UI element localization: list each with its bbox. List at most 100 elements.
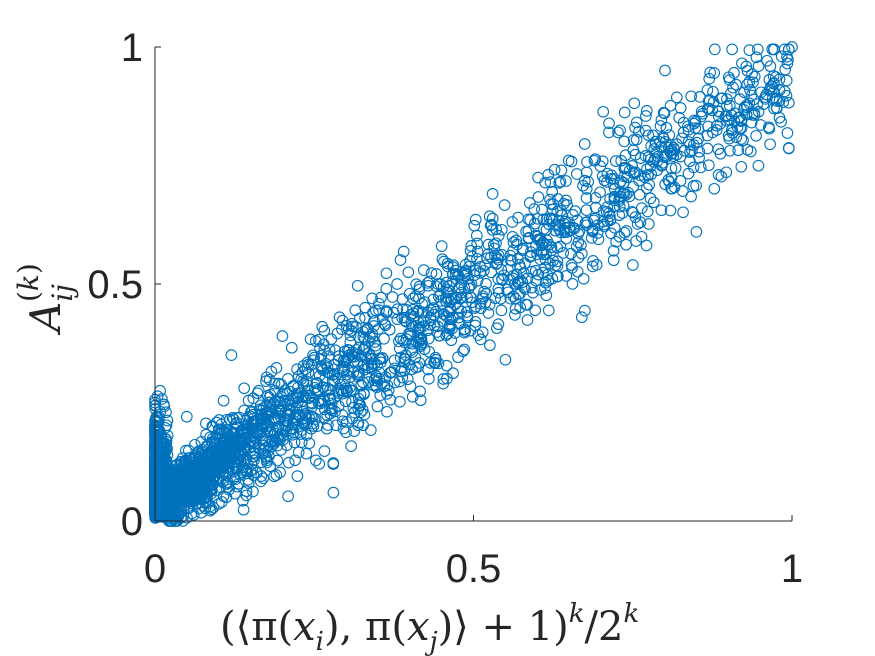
scatter-point: [780, 74, 793, 87]
scatter-point: [352, 419, 364, 432]
scatter-point: [664, 204, 677, 217]
scatter-point: [276, 330, 289, 342]
scatter-point: [468, 219, 481, 232]
scatter-point: [358, 408, 371, 421]
scatter-point: [207, 443, 219, 455]
scatter-point: [227, 413, 240, 426]
scatter-point: [603, 126, 615, 139]
scatter-point: [712, 169, 725, 181]
scatter-point: [380, 282, 393, 295]
scatter-point: [255, 470, 268, 482]
scatter-point: [273, 378, 285, 390]
scatter-point: [220, 413, 233, 426]
scatter-point: [394, 395, 406, 408]
scatter-point: [305, 358, 318, 371]
scatter-point: [665, 144, 678, 157]
scatter-point: [684, 138, 696, 151]
scatter-point: [414, 394, 427, 407]
scatter-point: [336, 323, 348, 336]
scatter-point: [604, 193, 616, 205]
scatter-point: [722, 71, 735, 84]
scatter-point: [458, 343, 471, 356]
scatter-point: [291, 363, 303, 376]
scatter-point: [351, 355, 364, 368]
scatter-point: [224, 413, 236, 426]
scatter-point: [642, 151, 655, 164]
scatter-point: [578, 304, 591, 317]
scatter-point: [397, 245, 410, 258]
scatter-point: [344, 329, 357, 342]
scatter-point: [519, 257, 531, 270]
scatter-point: [296, 366, 309, 378]
scatter-point: [715, 92, 727, 105]
scatter-point: [398, 353, 411, 365]
scatter-point: [766, 84, 778, 96]
scatter-point: [317, 338, 330, 351]
scatter-point: [295, 424, 308, 436]
scatter-point: [589, 192, 602, 204]
scatter-point: [238, 382, 251, 395]
scatter-point: [313, 458, 326, 470]
scatter-point: [193, 451, 206, 464]
scatter-point: [270, 362, 283, 374]
scatter-point: [161, 414, 174, 427]
scatter-point: [532, 191, 545, 203]
scatter-point: [586, 223, 599, 236]
scatter-point: [151, 474, 164, 486]
scatter-point: [185, 480, 198, 493]
scatter-point: [781, 127, 794, 139]
scatter-point: [577, 272, 590, 285]
scatter-point: [299, 407, 312, 420]
scatter-point: [618, 226, 631, 239]
scatter-point: [605, 169, 618, 182]
scatter-point: [608, 221, 621, 234]
scatter-point: [536, 239, 548, 252]
scatter-point: [423, 275, 436, 288]
scatter-point: [660, 121, 673, 134]
scatter-point: [607, 178, 620, 190]
x-ticks: 0 0.5 1: [144, 515, 803, 591]
scatter-point: [648, 143, 661, 155]
scatter-point: [325, 402, 338, 415]
scatter-point: [332, 385, 345, 397]
scatter-point: [537, 213, 550, 226]
scatter-point: [276, 387, 289, 400]
scatter-point: [745, 89, 758, 102]
scatter-point: [781, 50, 793, 63]
scatter-point: [542, 304, 555, 317]
scatter-point: [695, 110, 708, 123]
scatter-point: [612, 126, 624, 139]
scatter-point: [177, 462, 190, 475]
scatter-point: [486, 224, 499, 236]
scatter-point: [623, 164, 636, 177]
scatter-point: [633, 125, 645, 138]
scatter-point: [504, 249, 517, 262]
scatter-point: [557, 247, 570, 259]
scatter-point: [432, 357, 445, 370]
scatter-point: [540, 289, 553, 302]
scatter-point: [521, 272, 534, 285]
scatter-point: [366, 292, 378, 305]
scatter-point: [740, 60, 753, 73]
scatter-point: [418, 343, 431, 356]
scatter-point: [292, 381, 304, 394]
scatter-point: [336, 362, 348, 374]
scatter-point: [682, 167, 695, 180]
scatter-point: [484, 339, 496, 352]
scatter-point: [642, 218, 655, 230]
scatter-point: [582, 176, 595, 188]
scatter-point: [634, 152, 647, 164]
scatter-point: [327, 486, 340, 499]
scatter-point: [474, 267, 486, 279]
scatter-point: [206, 420, 219, 433]
scatter-point: [738, 86, 750, 99]
scatter-point: [471, 245, 484, 258]
scatter-point: [682, 123, 695, 136]
scatter-point: [746, 68, 758, 81]
scatter-point: [689, 122, 702, 134]
scatter-point: [762, 121, 775, 134]
scatter-point: [434, 278, 447, 290]
scatter-point: [422, 332, 435, 345]
scatter-point: [640, 105, 653, 117]
